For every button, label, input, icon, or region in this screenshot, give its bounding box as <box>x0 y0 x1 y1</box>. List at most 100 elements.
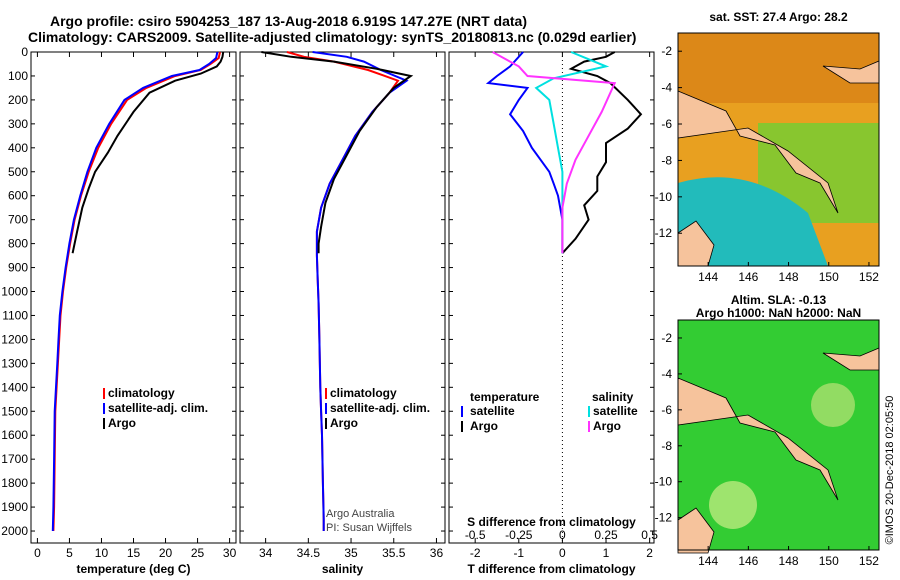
xtick-label-difference: 1 <box>603 546 610 560</box>
map-xtick-label: 146 <box>738 270 758 284</box>
map-ytick-label: -10 <box>655 475 673 489</box>
ytick-label: 1000 <box>1 285 28 299</box>
legend-label: Argo <box>470 419 498 433</box>
legend-label: Argo <box>593 419 621 433</box>
x2tick-label: -0.25 <box>505 528 533 542</box>
map-xtick-label: 152 <box>859 270 879 284</box>
map-xtick-label: 152 <box>859 554 879 568</box>
series-line-temperature-2 <box>71 51 225 254</box>
map-sla-blob <box>811 383 855 427</box>
map-ytick-label: -6 <box>661 403 672 417</box>
map-xtick-label: 146 <box>738 554 758 568</box>
ytick-label: 1600 <box>1 428 28 442</box>
map-ytick-label: -8 <box>661 153 672 167</box>
map-ytick-label: -6 <box>661 117 672 131</box>
plot-frame-difference <box>448 51 655 544</box>
ytick-label: 100 <box>8 69 28 83</box>
map-ytick-label: -12 <box>655 511 673 525</box>
xtick-label-temperature: 25 <box>191 546 205 560</box>
legend-label: Argo <box>108 416 136 430</box>
xtick-label-salinity: 35.5 <box>382 546 406 560</box>
map-sla-blob <box>709 481 757 529</box>
map-title: sat. SST: 27.4 Argo: 28.2 <box>709 10 848 24</box>
map-xtick-label: 144 <box>698 270 718 284</box>
xtick-label-salinity: 36 <box>430 546 444 560</box>
ytick-label: 600 <box>8 189 28 203</box>
x2-axis-label: S difference from climatology <box>467 515 636 529</box>
ytick-label: 2000 <box>1 524 28 538</box>
xtick-label-difference: 2 <box>646 546 653 560</box>
series-line-salinity-2 <box>261 51 414 254</box>
map-cool-water <box>678 177 828 266</box>
ytick-label: 1700 <box>1 452 28 466</box>
xtick-label-temperature: 20 <box>159 546 173 560</box>
xtick-label-difference: -1 <box>513 546 524 560</box>
xtick-label-temperature: 30 <box>223 546 237 560</box>
map-ytick-label: -2 <box>661 331 672 345</box>
imos-credit: ©IMOS 20-Dec-2018 02:05:50 <box>884 396 896 545</box>
map-frame-1 <box>677 319 880 551</box>
legend-label: satellite-adj. clim. <box>108 401 208 415</box>
ytick-label: 1100 <box>2 308 28 322</box>
map-xtick-label: 148 <box>779 270 799 284</box>
credit-line: PI: Susan Wijffels <box>326 522 412 534</box>
xtick-label-temperature: 10 <box>95 546 109 560</box>
legend-label: Argo <box>330 416 358 430</box>
ytick-label: 1500 <box>1 404 28 418</box>
legend-salinity-title: salinity <box>592 390 634 404</box>
x-axis-label-difference: T difference from climatology <box>467 562 635 576</box>
map-ytick-label: -4 <box>661 81 672 95</box>
map-xtick-label: 150 <box>819 554 839 568</box>
ytick-label: 1300 <box>1 356 28 370</box>
legend-label: satellite-adj. clim. <box>330 401 430 415</box>
map-ytick-label: -8 <box>661 439 672 453</box>
ytick-label: 1800 <box>1 476 28 490</box>
credit-line: Argo Australia <box>326 508 395 520</box>
map-land-main <box>677 377 839 501</box>
ytick-label: 1900 <box>1 500 28 514</box>
plot-frame-salinity <box>239 51 446 544</box>
header-line2: Climatology: CARS2009. Satellite-adjuste… <box>28 29 637 45</box>
xtick-label-salinity: 34 <box>259 546 273 560</box>
ytick-label: 0 <box>21 45 28 59</box>
x-axis-label-temperature: temperature (deg C) <box>76 562 190 576</box>
header-line1: Argo profile: csiro 5904253_187 13-Aug-2… <box>50 13 527 29</box>
ytick-label: 1200 <box>1 332 28 346</box>
xtick-label-salinity: 34.5 <box>297 546 321 560</box>
map-ytick-label: -2 <box>661 44 672 58</box>
legend-temperature-title: temperature <box>470 390 540 404</box>
xtick-label-salinity: 35 <box>344 546 358 560</box>
ytick-label: 500 <box>8 165 28 179</box>
ytick-label: 900 <box>8 261 28 275</box>
series-line-temperature-0 <box>52 51 221 532</box>
x2tick-label: -0.5 <box>465 528 486 542</box>
series-line-difference-1 <box>561 51 643 254</box>
map-ytick-label: -12 <box>655 226 673 240</box>
map-xtick-label: 144 <box>698 554 718 568</box>
x2tick-label: 0.5 <box>641 528 658 542</box>
ytick-label: 200 <box>8 93 28 107</box>
ytick-label: 800 <box>8 237 28 251</box>
series-line-salinity-0 <box>286 51 400 531</box>
legend-label: climatology <box>330 386 397 400</box>
map-ytick-label: -4 <box>661 367 672 381</box>
xtick-label-difference: -2 <box>470 546 481 560</box>
xtick-label-temperature: 15 <box>127 546 141 560</box>
x-axis-label-salinity: salinity <box>322 562 364 576</box>
series-line-temperature-1 <box>51 51 219 532</box>
map-land-main <box>677 90 839 214</box>
xtick-label-difference: 0 <box>559 546 566 560</box>
map-xtick-label: 150 <box>819 270 839 284</box>
series-line-salinity-1 <box>312 51 409 531</box>
legend-label: climatology <box>108 386 175 400</box>
ytick-label: 1400 <box>1 380 28 394</box>
legend-label: satellite <box>593 404 638 418</box>
ytick-label: 700 <box>8 213 28 227</box>
x2tick-label: 0 <box>559 528 566 542</box>
legend-label: satellite <box>470 404 515 418</box>
map-title: Altim. SLA: -0.13 <box>731 293 827 307</box>
xtick-label-temperature: 0 <box>34 546 41 560</box>
map-ytick-label: -10 <box>655 190 673 204</box>
series-line-sal-argo <box>492 51 617 254</box>
